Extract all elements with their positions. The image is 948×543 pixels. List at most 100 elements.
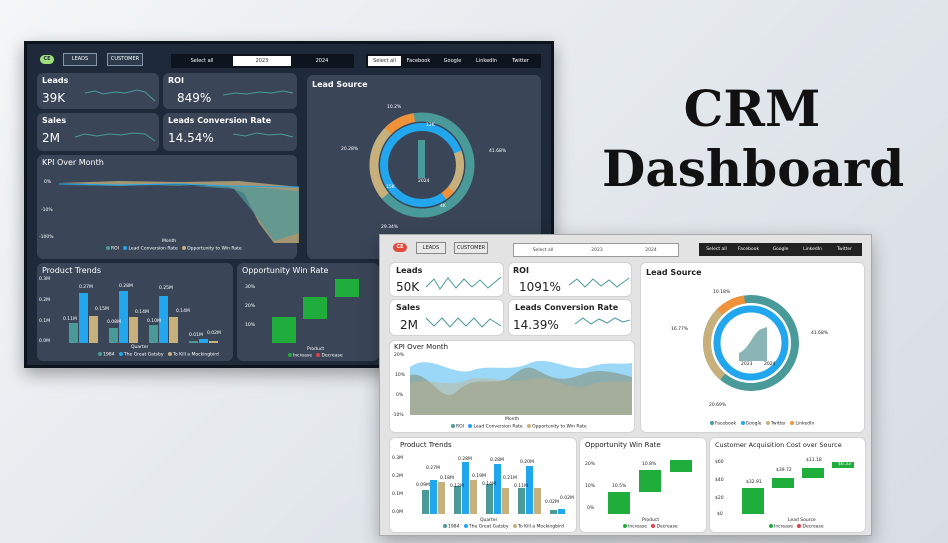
x-label: Quarter [131, 345, 149, 350]
leads-card: Leads 50K [389, 262, 504, 297]
source-facebook[interactable]: Facebook [737, 247, 760, 252]
product-trends-title: Product Trends [42, 266, 101, 275]
bar-label: 0.15M [95, 307, 109, 312]
acquisition-cost-title: Customer Acquisition Cost over Source [715, 441, 842, 449]
sales-card: Sales 2M [37, 113, 159, 151]
year-2023[interactable]: 2023 [233, 56, 291, 66]
light-dashboard-screenshot: CE LEADS CUSTOMER Select all 2023 2024 S… [379, 234, 872, 536]
product-trends-bars [422, 462, 565, 514]
x-label: Product [307, 347, 325, 352]
product-trends-card: Product Trends 0.3M 0.2M 0.1M 0.0M 0.27M… [37, 263, 233, 361]
bar-label: 0.28M [490, 458, 504, 463]
year-slicer: Select all 2023 2024 [171, 54, 354, 68]
conversion-label: Leads Conversion Rate [168, 116, 272, 125]
donut-label: 41.68% [811, 331, 829, 336]
source-facebook[interactable]: Facebook [406, 58, 431, 64]
bar-label: 0.27M [426, 466, 440, 471]
donut-label: 20.28% [341, 147, 359, 152]
source-google[interactable]: Google [443, 58, 462, 64]
donut-inner-label: 2024 [764, 362, 776, 367]
bar-label: 0.25M [159, 286, 173, 291]
win-rate-title: Opportunity Win Rate [585, 441, 661, 449]
lead-source-donut [703, 295, 799, 391]
year-select-all[interactable]: Select all [532, 248, 554, 253]
kpi-month-legend: ROI Lead Conversion Rate Opportunity to … [103, 246, 242, 252]
y-tick: $40 [715, 478, 724, 483]
donut-label: 29.34% [381, 225, 399, 230]
bar-label: 0.14M [135, 310, 149, 315]
acquisition-cost-card: Customer Acquisition Cost over Source $6… [709, 437, 866, 533]
product-trends-legend: 1984 The Great Gatsby To Kill a Mockingb… [95, 352, 219, 358]
logo-icon: CE [393, 243, 407, 252]
leads-tab[interactable]: LEADS [416, 242, 446, 254]
lead-source-card: Lead Source 10.2% 20.28% 41.68% 29.34% 1… [307, 75, 541, 259]
bar-label: 0.08M [107, 320, 121, 325]
sales-sparkline [74, 132, 156, 142]
source-google[interactable]: Google [772, 247, 789, 252]
win-rate-legend: Increase Decrease [285, 353, 343, 359]
year-2023[interactable]: 2023 [591, 248, 603, 253]
bar-label: 0.01M [189, 333, 203, 338]
y-tick: 10% [245, 323, 256, 328]
source-twitter[interactable]: Twitter [836, 247, 853, 252]
leads-label: Leads [42, 76, 69, 85]
lead-source-donut [369, 112, 475, 218]
y-tick: 0.0M [39, 339, 51, 344]
win-rate-card: Opportunity Win Rate 20% 10% 0% 10.5% 10… [579, 437, 707, 533]
year-select-all[interactable]: Select all [190, 58, 214, 64]
donut-label: 10.2% [387, 105, 402, 110]
source-select-all[interactable]: Select all [706, 247, 727, 252]
conversion-label: Leads Conversion Rate [515, 303, 619, 312]
x-label: Quarter [480, 518, 498, 523]
conversion-card: Leads Conversion Rate 14.39% [508, 299, 632, 336]
y-tick: 0.3M [392, 456, 404, 461]
x-label: Month [505, 417, 520, 422]
y-tick: $60 [715, 460, 724, 465]
bar-label: 0.19M [472, 474, 486, 479]
leads-tab[interactable]: LEADS [63, 53, 97, 66]
sales-card: Sales 2M [389, 299, 504, 336]
roi-value: 1091% [519, 280, 561, 294]
y-tick: 0% [44, 180, 52, 185]
kpi-over-month-card: KPI Over Month 0% -10% -100% Month ROI L… [37, 155, 300, 259]
source-select-all[interactable]: Select all [368, 56, 401, 66]
roi-label: ROI [513, 266, 529, 275]
title-line-2: Dashboard [602, 139, 905, 198]
win-rate-card: Opportunity Win Rate 30% 20% 10% Product… [237, 263, 379, 361]
win-rate-legend: Increase Decrease [620, 524, 678, 530]
kpi-month-area-chart [58, 181, 300, 243]
bar-label: 0.21M [503, 476, 517, 481]
bar-label: 19.5% [674, 454, 689, 459]
donut-label: 10.18% [713, 290, 731, 295]
conversion-value: 14.54% [168, 131, 214, 145]
customer-tab[interactable]: CUSTOMER [107, 53, 143, 66]
title-line-1: CRM [683, 79, 821, 138]
lead-source-title: Lead Source [646, 268, 702, 277]
dark-dashboard-screenshot: CE LEADS CUSTOMER Select all 2023 2024 S… [24, 41, 554, 368]
x-label: Month [162, 239, 177, 244]
win-rate-waterfall [272, 279, 359, 343]
source-linkedin[interactable]: LinkedIn [476, 58, 497, 64]
bar-label: 0.27M [79, 285, 93, 290]
acquisition-cost-legend: Increase Decrease [766, 524, 824, 530]
logo-icon: CE [40, 55, 54, 64]
kpi-month-title: KPI Over Month [42, 158, 104, 167]
customer-tab[interactable]: CUSTOMER [454, 242, 488, 254]
year-2024[interactable]: 2024 [645, 248, 657, 253]
roi-sparkline [568, 277, 630, 288]
source-linkedin[interactable]: LinkedIn [803, 247, 822, 252]
page-title: CRM Dashboard [602, 79, 905, 199]
year-2024[interactable]: 2024 [315, 58, 329, 64]
lead-source-title: Lead Source [312, 80, 368, 89]
source-twitter[interactable]: Twitter [512, 58, 529, 64]
kpi-month-legend: ROI Lead Conversion Rate Opportunity to … [448, 424, 587, 430]
y-tick: 20% [245, 304, 256, 309]
donut-inner-label: 15K [386, 185, 395, 190]
y-tick: 0.2M [39, 298, 51, 303]
conversion-value: 14.39% [513, 318, 559, 332]
roi-value: 849% [177, 91, 212, 105]
y-tick: -100% [39, 235, 54, 240]
win-rate-title: Opportunity Win Rate [242, 266, 329, 275]
bar-label: 0.11M [63, 317, 77, 322]
